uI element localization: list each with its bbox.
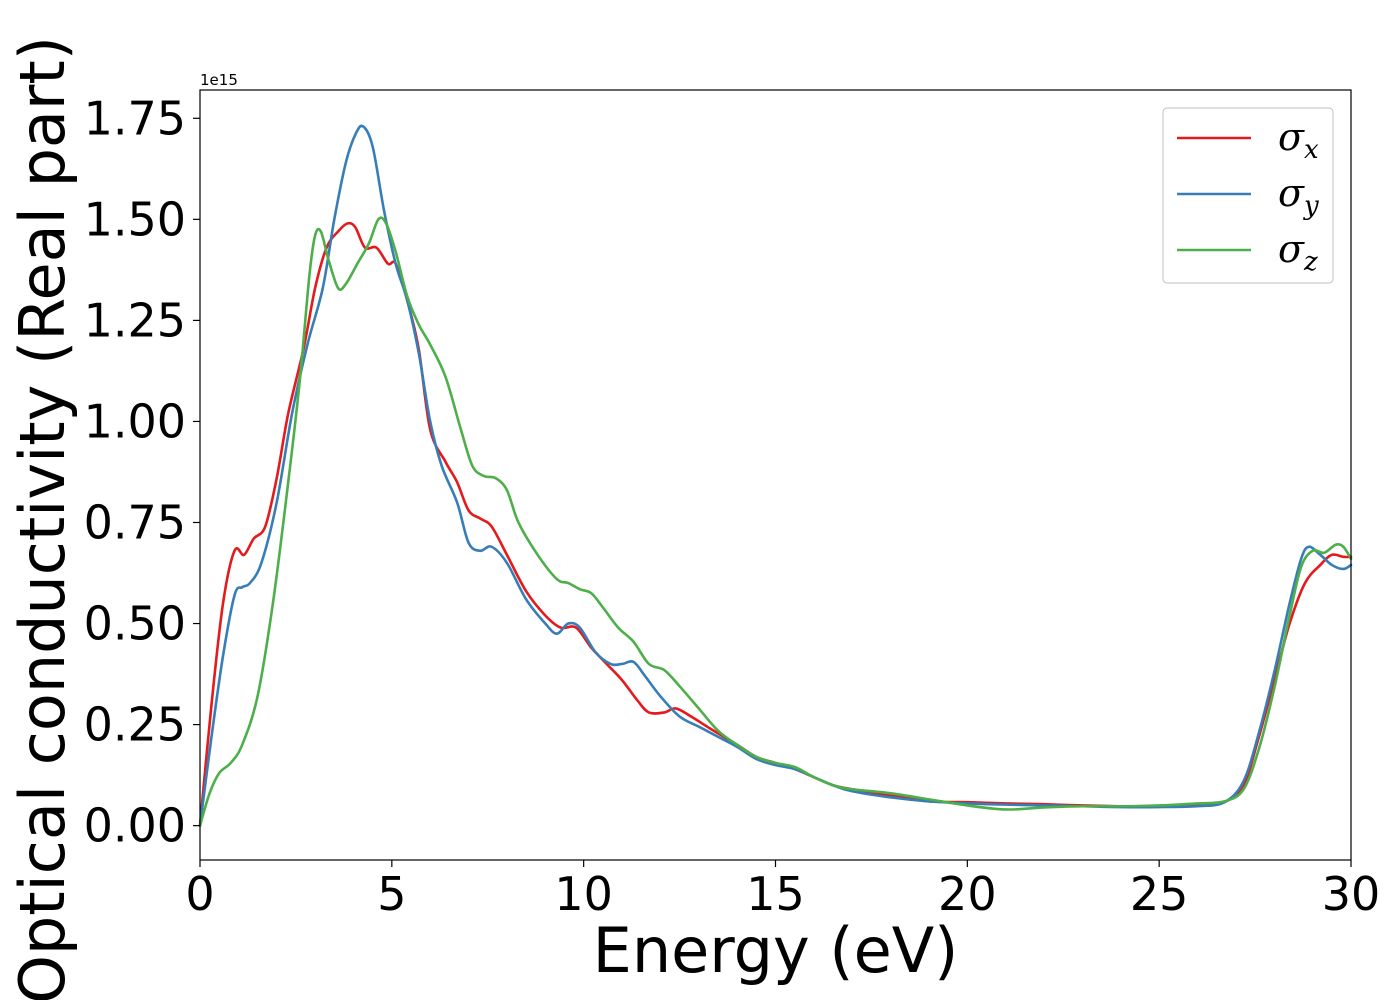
x-tick-label: 15 [746, 867, 805, 921]
legend: σx σy σz [1162, 107, 1334, 284]
legend-label-y: σy [1278, 171, 1319, 221]
y-tick-label: 0.75 [84, 495, 186, 549]
legend-label-z: σz [1278, 227, 1318, 277]
series-layer [198, 124, 1353, 827]
series-line-y [198, 124, 1353, 827]
series-line-x [198, 221, 1353, 827]
y-tick-label: 1.00 [84, 394, 186, 448]
y-tick-label: 1.75 [84, 91, 186, 145]
x-axis-ticks: 0 5 10 15 20 25 30 [185, 860, 1380, 921]
y-axis-ticks: 0.00 0.25 0.50 0.75 1.00 1.25 1.50 1.75 [84, 91, 200, 853]
x-axis-label: Energy (eV) [593, 914, 959, 987]
legend-label-x: σx [1278, 115, 1319, 165]
y-tick-label: 0.25 [84, 698, 186, 752]
x-tick-label: 30 [1322, 867, 1381, 921]
y-tick-label: 0.00 [84, 799, 186, 853]
series-line-z [198, 216, 1353, 827]
y-tick-label: 1.25 [84, 293, 186, 347]
y-tick-label: 1.50 [84, 192, 186, 246]
x-tick-label: 0 [185, 867, 214, 921]
y-tick-label: 0.50 [84, 597, 186, 651]
x-tick-label: 25 [1130, 867, 1189, 921]
x-tick-label: 5 [377, 867, 406, 921]
legend-box [1162, 107, 1334, 284]
y-axis-label: Optical conductivity (Real part) [6, 36, 79, 1000]
x-tick-label: 10 [554, 867, 613, 921]
x-tick-label: 20 [938, 867, 997, 921]
y-axis-offset-label: 1e15 [200, 71, 238, 89]
